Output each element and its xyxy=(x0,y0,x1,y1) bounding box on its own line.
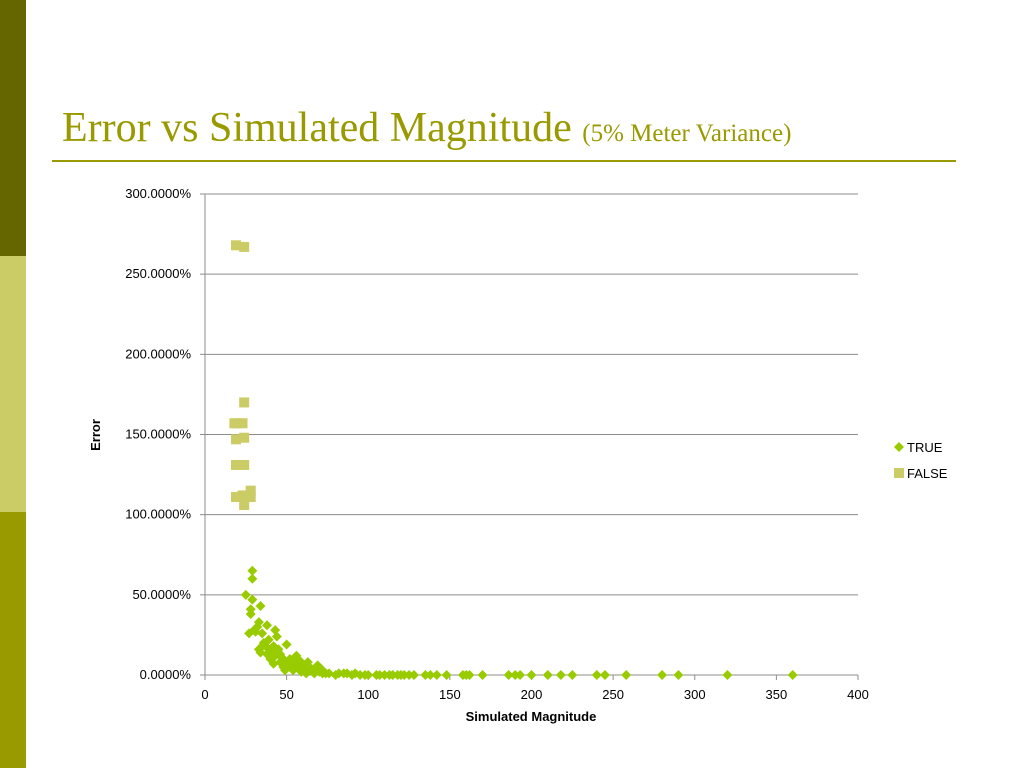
data-point-true xyxy=(247,573,258,584)
x-tick-label: 0 xyxy=(201,687,208,702)
data-point-true xyxy=(515,670,526,680)
data-point-true xyxy=(431,670,442,680)
data-point-true xyxy=(555,670,566,680)
slide-subtitle: (5% Meter Variance) xyxy=(582,120,792,147)
data-point-true xyxy=(599,670,610,680)
x-axis-title: Simulated Magnitude xyxy=(466,709,597,724)
y-tick-label: 100.0000% xyxy=(125,507,191,522)
legend-label-false: FALSE xyxy=(907,466,948,481)
data-point-true xyxy=(281,639,292,650)
axes xyxy=(200,193,859,680)
x-tick-label: 400 xyxy=(847,687,869,702)
side-band-mid xyxy=(0,512,26,768)
data-point-true xyxy=(657,670,668,680)
y-tick-label: 200.0000% xyxy=(125,346,191,361)
series-false xyxy=(229,240,256,511)
data-point-false xyxy=(237,490,248,501)
x-tick-label: 50 xyxy=(279,687,293,702)
data-point-true xyxy=(567,670,578,680)
data-point-false xyxy=(239,241,250,252)
gridlines xyxy=(205,193,858,596)
data-point-true xyxy=(363,670,374,680)
data-point-false xyxy=(239,500,250,511)
data-point-true xyxy=(257,628,268,639)
data-point-true xyxy=(250,626,261,637)
data-point-false xyxy=(231,459,242,470)
data-point-true xyxy=(591,670,602,680)
data-point-true xyxy=(542,670,553,680)
y-tick-label: 150.0000% xyxy=(125,427,191,442)
y-tick-label: 250.0000% xyxy=(125,266,191,281)
data-point-true xyxy=(441,670,452,680)
data-point-true xyxy=(621,670,632,680)
series-true xyxy=(240,565,798,680)
data-point-true xyxy=(464,670,475,680)
data-point-true xyxy=(271,631,282,642)
title-underline xyxy=(52,160,956,162)
side-band-dark xyxy=(0,0,26,256)
legend-label-true: TRUE xyxy=(907,440,943,455)
data-point-true xyxy=(673,670,684,680)
data-point-true xyxy=(255,601,266,612)
data-point-true xyxy=(245,604,256,615)
data-point-false xyxy=(239,432,250,443)
side-band-light xyxy=(0,256,26,512)
x-tick-label: 150 xyxy=(439,687,461,702)
slide-title: Error vs Simulated Magnitude (5% Meter V… xyxy=(62,100,791,162)
data-point-true xyxy=(240,589,251,600)
data-points xyxy=(229,240,798,680)
data-point-true xyxy=(787,670,798,680)
data-point-false xyxy=(239,397,250,408)
legend-marker-true xyxy=(894,442,904,452)
slide-title-main: Error vs Simulated Magnitude xyxy=(62,105,572,151)
data-point-true xyxy=(253,617,264,628)
data-point-false xyxy=(237,418,248,429)
legend: TRUE FALSE xyxy=(894,440,948,481)
data-point-true xyxy=(263,634,274,645)
data-point-false xyxy=(245,485,256,496)
data-point-true xyxy=(722,670,733,680)
x-tick-label: 100 xyxy=(357,687,379,702)
data-point-true xyxy=(408,670,419,680)
data-point-false xyxy=(231,434,242,445)
x-tick-label: 250 xyxy=(602,687,624,702)
data-point-false xyxy=(231,492,242,503)
data-point-true xyxy=(262,620,273,631)
data-point-true xyxy=(477,670,488,680)
x-tick-label: 350 xyxy=(766,687,788,702)
x-tick-label: 300 xyxy=(684,687,706,702)
y-tick-label: 0.0000% xyxy=(140,667,192,682)
tick-labels: 0.0000% 50.0000% 100.0000% 150.0000% 200.000… xyxy=(125,186,869,702)
y-tick-label: 300.0000% xyxy=(125,186,191,201)
x-tick-label: 200 xyxy=(521,687,543,702)
data-point-true xyxy=(526,670,537,680)
data-point-false xyxy=(231,240,242,251)
y-axis-title: Error xyxy=(88,419,103,451)
data-point-true xyxy=(503,670,514,680)
data-point-false xyxy=(239,459,250,470)
legend-marker-false xyxy=(894,468,904,478)
data-point-true xyxy=(247,565,258,576)
data-point-true xyxy=(425,670,436,680)
data-point-false xyxy=(245,492,256,503)
y-tick-label: 50.0000% xyxy=(132,587,191,602)
data-point-true xyxy=(247,594,258,605)
